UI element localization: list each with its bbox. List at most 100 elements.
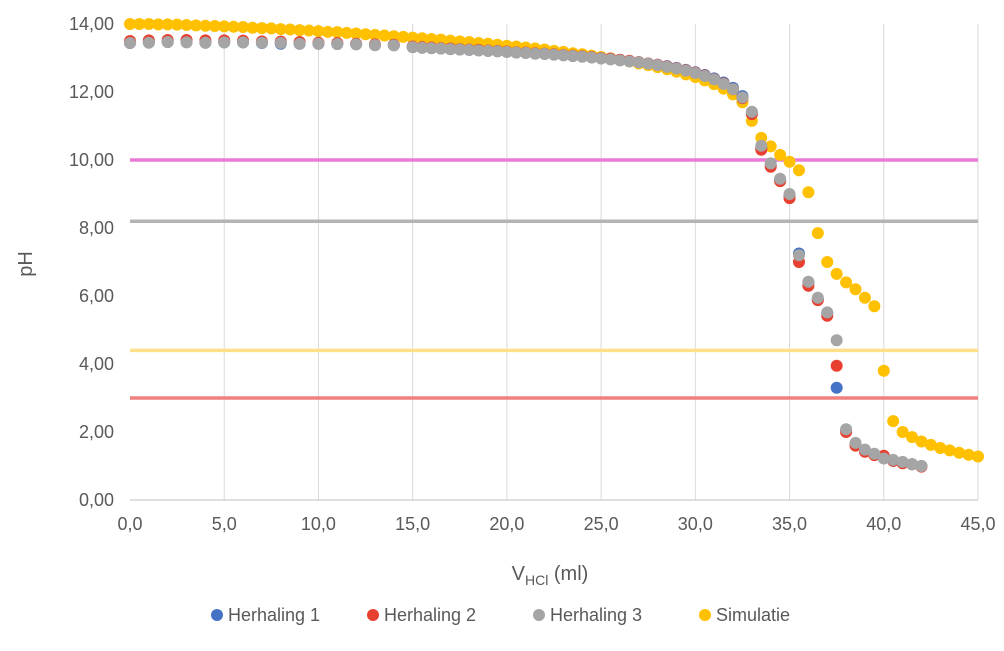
data-point xyxy=(237,21,250,34)
data-point xyxy=(849,283,862,296)
legend-item: Simulatie xyxy=(699,605,790,625)
data-point xyxy=(142,36,155,49)
data-point xyxy=(943,444,956,457)
data-point xyxy=(350,27,363,40)
legend-label: Herhaling 3 xyxy=(550,605,642,625)
data-point xyxy=(783,155,796,168)
data-point xyxy=(274,37,287,50)
data-point xyxy=(708,73,721,86)
x-tick-label: 30,0 xyxy=(678,514,713,534)
data-point xyxy=(661,60,674,73)
x-axis-label-subscript: HCl xyxy=(525,572,548,588)
data-point xyxy=(303,24,316,37)
x-axis-label-main: V xyxy=(512,563,526,585)
data-point xyxy=(896,426,909,438)
data-point xyxy=(972,450,984,463)
data-point xyxy=(274,23,287,36)
legend-item: Herhaling 1 xyxy=(211,605,320,625)
x-axis-label: VHCl (ml) xyxy=(512,563,589,588)
data-point xyxy=(482,44,495,57)
data-point xyxy=(406,31,419,44)
gridlines xyxy=(223,24,979,500)
data-point xyxy=(802,186,815,199)
data-point xyxy=(293,24,306,37)
data-point xyxy=(491,45,504,58)
data-point xyxy=(161,18,174,31)
data-point xyxy=(840,423,853,436)
y-tick-label: 10,00 xyxy=(69,150,114,170)
data-point xyxy=(840,276,853,289)
data-point xyxy=(717,77,730,90)
data-point xyxy=(472,44,485,57)
data-point xyxy=(133,18,146,30)
data-point xyxy=(858,443,871,456)
x-tick-labels: 0,0 5,0 10,0 15,0 20,0 25,0 30,0 35,0 40,0 45,0 xyxy=(117,514,995,534)
data-point xyxy=(764,157,777,170)
data-point xyxy=(180,36,193,49)
data-point xyxy=(180,19,193,32)
legend-marker xyxy=(367,609,379,621)
x-tick-label: 15,0 xyxy=(395,514,430,534)
data-point xyxy=(425,32,438,45)
series-simulatie xyxy=(124,18,984,463)
data-point xyxy=(227,20,240,33)
series-herhaling-2 xyxy=(124,33,928,473)
legend-label: Simulatie xyxy=(716,605,790,625)
data-point xyxy=(830,359,843,372)
x-tick-label: 40,0 xyxy=(866,514,901,534)
data-point xyxy=(877,364,890,377)
data-point xyxy=(368,28,381,41)
data-point xyxy=(152,18,165,31)
data-point xyxy=(124,37,136,50)
data-point xyxy=(237,36,250,49)
data-point xyxy=(218,20,231,33)
x-tick-label: 5,0 xyxy=(212,514,237,534)
data-point xyxy=(783,188,796,200)
data-point xyxy=(811,291,824,304)
x-tick-label: 35,0 xyxy=(772,514,807,534)
data-point xyxy=(764,140,777,153)
data-point xyxy=(689,66,702,79)
data-point xyxy=(868,447,881,460)
data-point xyxy=(416,41,429,54)
legend-label: Herhaling 2 xyxy=(384,605,476,625)
data-point xyxy=(312,37,325,50)
data-point xyxy=(906,458,919,471)
data-point xyxy=(284,23,297,36)
data-point xyxy=(849,436,862,449)
data-point xyxy=(830,381,843,394)
legend-marker xyxy=(699,609,711,621)
data-point xyxy=(604,53,617,66)
data-point xyxy=(877,452,890,465)
data-point xyxy=(387,39,400,52)
data-point xyxy=(463,43,476,56)
data-point xyxy=(557,49,570,62)
data-point xyxy=(736,91,749,104)
data-point xyxy=(368,39,381,52)
legend-marker xyxy=(533,609,545,621)
data-point xyxy=(331,38,344,51)
data-point xyxy=(255,36,268,49)
data-point xyxy=(453,43,466,56)
x-tick-label: 10,0 xyxy=(301,514,336,534)
data-point xyxy=(651,59,664,72)
series-herhaling-3 xyxy=(124,36,928,472)
data-point xyxy=(792,249,805,262)
y-tick-label: 0,00 xyxy=(79,490,114,510)
y-tick-label: 14,00 xyxy=(69,14,114,34)
x-axis-label-unit: (ml) xyxy=(548,563,588,585)
legend-item: Herhaling 3 xyxy=(533,605,642,625)
data-point xyxy=(510,46,523,59)
data-point xyxy=(199,19,212,32)
data-point xyxy=(246,21,259,34)
y-tick-labels: 0,00 2,00 4,00 6,00 8,00 10,00 12,00 14,00 xyxy=(69,14,114,510)
data-point xyxy=(416,32,429,45)
data-point xyxy=(755,139,768,152)
data-point xyxy=(887,415,900,428)
data-point xyxy=(642,57,655,70)
data-point xyxy=(434,42,447,55)
y-axis-label: pH xyxy=(15,251,37,277)
data-point xyxy=(350,38,363,51)
x-tick-label: 0,0 xyxy=(117,514,142,534)
